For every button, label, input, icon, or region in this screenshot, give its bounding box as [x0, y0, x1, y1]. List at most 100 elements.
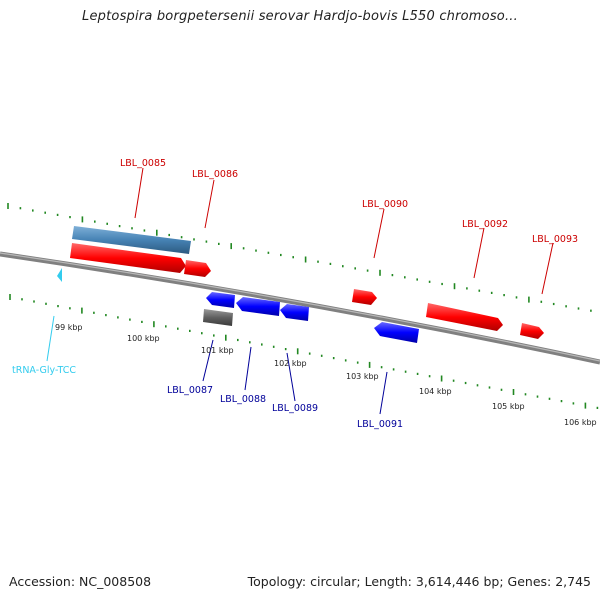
track-tick: [242, 247, 245, 250]
track-tick: [45, 302, 47, 305]
label-lbl0086: LBL_0086: [192, 169, 238, 180]
track-tick: [540, 300, 543, 303]
scale-tick-label: 102 kbp: [274, 359, 307, 368]
track-tick: [284, 348, 287, 351]
track-tick: [9, 294, 11, 300]
track-tick: [57, 305, 59, 308]
track-tick: [189, 329, 191, 332]
genome-summary-text: Topology: circular; Length: 3,614,446 bp…: [247, 574, 591, 589]
track-tick: [156, 229, 158, 236]
track-tick: [218, 242, 220, 245]
track-tick: [129, 318, 131, 321]
track-tick: [213, 334, 215, 337]
track-tick: [267, 251, 270, 254]
track-tick: [332, 357, 335, 360]
track-tick: [19, 207, 22, 210]
track-tick: [32, 209, 34, 212]
pseudo-gene[interactable]: [203, 309, 233, 326]
gene-lbl0089[interactable]: [280, 304, 309, 321]
track-tick: [548, 397, 551, 400]
scale-tick-label: 100 kbp: [127, 334, 160, 343]
track-tick: [466, 287, 468, 290]
gene-lbl0093[interactable]: [520, 323, 544, 339]
label-lbl0087: LBL_0087: [167, 385, 213, 396]
track-tick: [7, 203, 9, 209]
gene-lbl0085[interactable]: [70, 243, 186, 273]
track-tick: [565, 305, 567, 308]
track-tick: [201, 332, 203, 335]
track-tick: [93, 311, 95, 314]
label-lbl0090: LBL_0090: [362, 199, 408, 210]
track-tick: [193, 238, 195, 241]
track-tick: [308, 352, 311, 355]
track-tick: [225, 334, 227, 341]
gene-lbl0092[interactable]: [426, 303, 503, 331]
track-tick: [106, 222, 108, 225]
chromosome-title: Leptospira borgpetersenii serovar Hardjo…: [82, 9, 518, 24]
track-tick: [528, 296, 530, 303]
track-tick: [21, 298, 23, 301]
track-tick: [590, 309, 592, 312]
track-tick: [296, 348, 299, 355]
scale-tick-label: 103 kbp: [346, 372, 379, 381]
track-tick: [452, 379, 455, 382]
track-tick: [500, 388, 503, 391]
trna-gly-tcc-marker[interactable]: [57, 268, 62, 282]
scale-tick-label: 105 kbp: [492, 402, 525, 411]
label-trna-gly-tcc: tRNA-Gly-TCC: [12, 365, 76, 376]
track-tick: [560, 400, 563, 403]
track-tick: [280, 253, 282, 257]
label-lbl0092: LBL_0092: [462, 219, 508, 230]
track-tick: [488, 386, 491, 389]
track-tick: [344, 359, 347, 362]
track-tick: [596, 406, 599, 409]
track-tick: [141, 320, 143, 323]
label-lbl0091: LBL_0091: [357, 419, 403, 430]
scale-tick-label: 99 kbp: [55, 323, 83, 332]
track-tick: [476, 384, 479, 387]
gene-lbl0086[interactable]: [184, 260, 211, 277]
lower-dotted-track: [9, 294, 599, 409]
track-tick: [143, 229, 146, 232]
gene-lbl0088[interactable]: [236, 297, 280, 316]
rna-gene-lbl0085[interactable]: [72, 226, 191, 254]
track-tick: [69, 307, 71, 310]
label-lbl0089: LBL_0089: [272, 403, 318, 414]
track-tick: [329, 262, 332, 265]
track-tick: [205, 240, 208, 243]
gene-lbl0091[interactable]: [374, 322, 419, 343]
track-tick: [33, 300, 35, 303]
track-tick: [56, 213, 59, 216]
upper-dotted-track: [7, 203, 592, 312]
track-tick: [69, 216, 71, 219]
track-tick: [552, 302, 555, 306]
track-tick: [131, 227, 133, 230]
track-tick: [44, 211, 46, 214]
track-tick: [379, 269, 381, 276]
track-tick: [81, 216, 84, 223]
track-tick: [464, 381, 467, 385]
track-tick: [572, 402, 575, 405]
label-lbl0093: LBL_0093: [532, 234, 578, 245]
track-tick: [440, 375, 443, 382]
track-tick: [105, 314, 107, 317]
track-tick: [478, 289, 481, 292]
track-tick: [524, 393, 527, 396]
track-tick: [404, 276, 406, 279]
track-tick: [366, 269, 369, 272]
gene-lbl0090[interactable]: [352, 289, 377, 305]
track-tick: [94, 220, 96, 223]
scale-tick-label: 106 kbp: [564, 418, 597, 427]
track-tick: [292, 256, 294, 259]
gene-lbl0087[interactable]: [206, 292, 235, 308]
track-tick: [118, 225, 121, 228]
track-tick: [304, 256, 307, 263]
chromosome-backbone: [0, 251, 600, 365]
track-tick: [536, 395, 539, 398]
track-tick: [416, 372, 419, 375]
track-tick: [165, 325, 167, 328]
scale-tick-label: 104 kbp: [419, 387, 452, 396]
accession-text: Accession: NC_008508: [9, 574, 152, 589]
